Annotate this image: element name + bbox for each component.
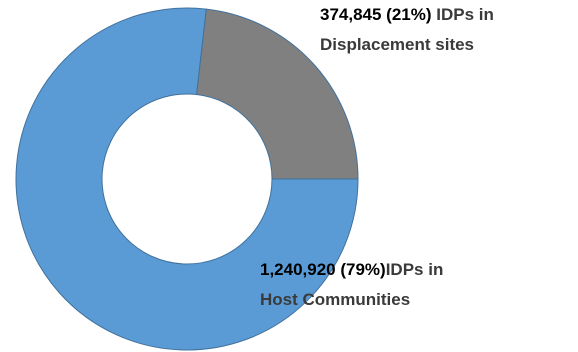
host-communities-label: 1,240,920 (79%)IDPs in Host Communities bbox=[260, 255, 443, 315]
displacement-sites-number: 374,845 (21%) bbox=[320, 5, 432, 24]
displacement-sites-label-line1: IDPs in bbox=[431, 5, 494, 24]
slice-host-communities bbox=[15, 7, 359, 351]
host-communities-label-line1: IDPs in bbox=[385, 260, 444, 279]
host-communities-number: 1,240,920 (79%) bbox=[260, 260, 386, 279]
slice-displacement-sites bbox=[196, 8, 359, 180]
host-communities-label-line2: Host Communities bbox=[260, 290, 411, 309]
displacement-sites-label-line2: Displacement sites bbox=[320, 35, 475, 54]
displacement-sites-label: 374,845 (21%) IDPs in Displacement sites bbox=[320, 0, 494, 60]
